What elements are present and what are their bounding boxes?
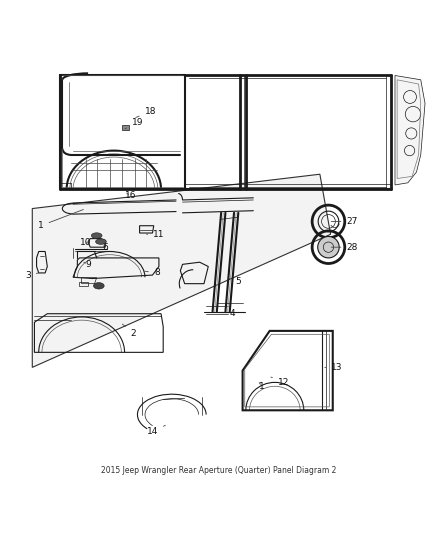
Text: 11: 11 xyxy=(147,230,165,239)
Text: 4: 4 xyxy=(228,303,235,318)
Text: 10: 10 xyxy=(80,238,92,247)
Text: 19: 19 xyxy=(125,118,143,129)
Text: 1: 1 xyxy=(259,382,265,391)
Polygon shape xyxy=(395,76,425,185)
Text: 9: 9 xyxy=(84,260,91,269)
Text: 12: 12 xyxy=(271,377,289,387)
Text: 16: 16 xyxy=(125,191,137,200)
Text: 2: 2 xyxy=(122,324,136,337)
Text: 18: 18 xyxy=(136,108,156,117)
Text: 13: 13 xyxy=(325,363,343,372)
Ellipse shape xyxy=(95,239,106,245)
Text: 6: 6 xyxy=(97,243,108,252)
Text: 8: 8 xyxy=(145,269,159,278)
Text: 14: 14 xyxy=(147,425,166,436)
Ellipse shape xyxy=(93,282,104,289)
Polygon shape xyxy=(32,174,331,367)
Bar xyxy=(122,125,129,130)
Text: 27: 27 xyxy=(331,217,358,226)
Text: 28: 28 xyxy=(331,243,358,252)
Ellipse shape xyxy=(91,233,102,238)
Circle shape xyxy=(318,237,339,258)
Text: 5: 5 xyxy=(228,277,241,286)
Text: 1: 1 xyxy=(38,209,83,230)
Text: 2015 Jeep Wrangler Rear Aperture (Quarter) Panel Diagram 2: 2015 Jeep Wrangler Rear Aperture (Quarte… xyxy=(101,466,337,475)
Text: 3: 3 xyxy=(25,271,39,280)
